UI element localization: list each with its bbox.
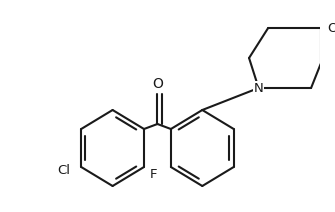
Text: O: O xyxy=(152,77,163,91)
Text: F: F xyxy=(150,169,157,181)
Text: O: O xyxy=(327,21,335,35)
Text: N: N xyxy=(254,81,264,95)
Text: Cl: Cl xyxy=(58,165,71,177)
